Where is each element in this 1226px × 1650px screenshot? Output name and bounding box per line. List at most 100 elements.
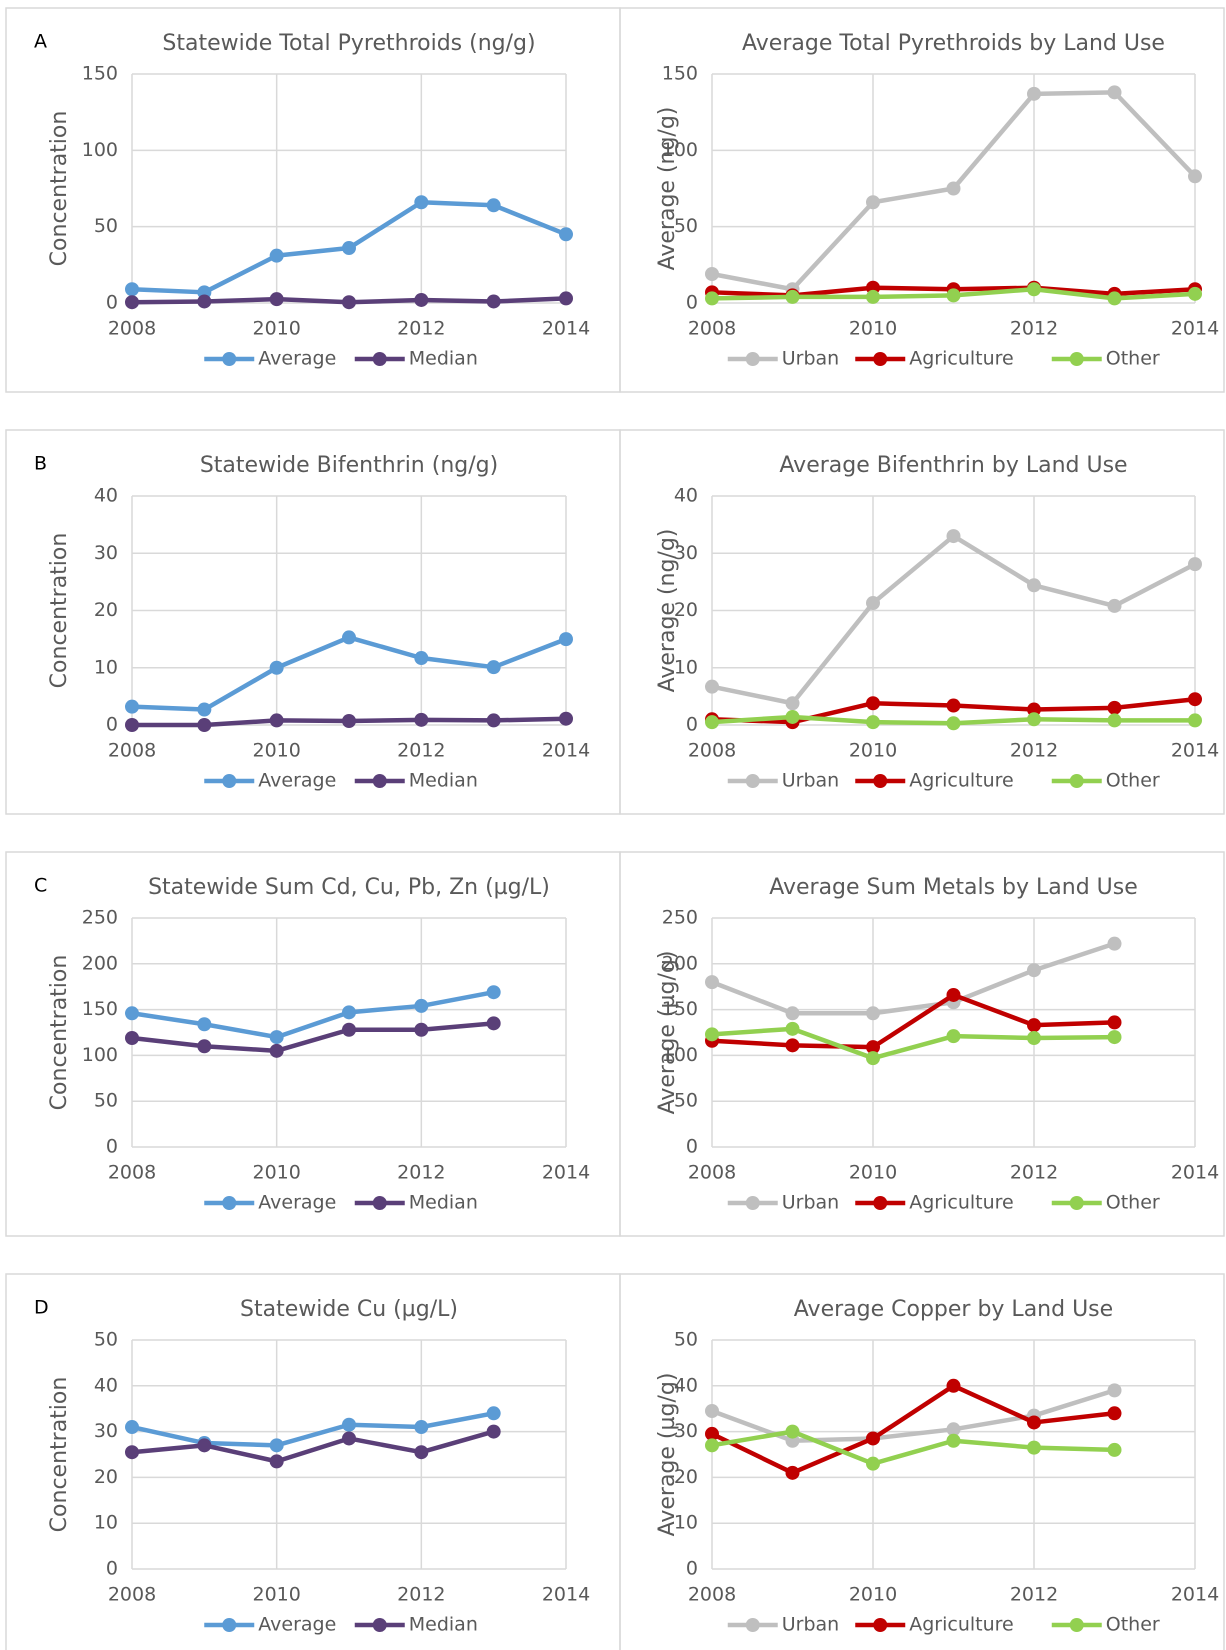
data-point: [414, 712, 429, 727]
data-point: [197, 718, 212, 732]
y-tick-label: 40: [94, 1374, 118, 1396]
data-point: [705, 1027, 719, 1042]
panel-label: C: [34, 875, 47, 897]
data-point: [1027, 963, 1041, 978]
legend-label: Agriculture: [909, 1192, 1014, 1214]
data-point: [486, 1016, 501, 1031]
legend-marker: [372, 1618, 387, 1632]
legend-marker: [745, 352, 760, 366]
data-point: [946, 1029, 961, 1044]
data-point: [866, 715, 880, 730]
series-line: [711, 1429, 1115, 1466]
x-tick-label: 2014: [542, 1162, 590, 1184]
data-point: [486, 660, 501, 675]
y-tick-label: 20: [94, 1466, 118, 1488]
y-axis-label: Average (µg/g): [655, 951, 680, 1115]
x-tick-label: 2014: [1171, 318, 1219, 340]
x-tick-label: 2008: [108, 740, 156, 762]
series-line: [711, 1383, 1115, 1476]
data-point: [785, 1006, 800, 1021]
y-tick-label: 100: [82, 1044, 118, 1066]
y-tick-label: 0: [106, 1136, 118, 1158]
data-point: [705, 1403, 719, 1418]
x-tick-label: 2010: [252, 740, 300, 762]
chart-title: Statewide Sum Cd, Cu, Pb, Zn (µg/L): [148, 875, 550, 900]
data-point: [705, 975, 719, 990]
data-point: [1188, 692, 1202, 707]
data-point: [785, 1038, 800, 1053]
x-tick-label: 2008: [108, 318, 156, 340]
legend-marker: [873, 1196, 888, 1210]
data-point: [197, 702, 212, 717]
legend-label: Average: [258, 348, 336, 370]
data-point: [1188, 169, 1202, 184]
legend-marker: [745, 1618, 760, 1632]
data-point: [1107, 1015, 1122, 1030]
legend-label: Other: [1106, 1192, 1160, 1214]
x-tick-label: 2014: [1171, 740, 1219, 762]
legend-marker: [745, 774, 760, 788]
legend-marker: [372, 774, 387, 788]
chart: Average Sum Metals by Land Use Average (µ…: [619, 851, 1225, 1237]
x-tick-label: 2010: [252, 1162, 300, 1184]
series-line: [131, 1429, 495, 1464]
x-tick-label: 2012: [1010, 740, 1058, 762]
y-tick-label: 50: [94, 215, 118, 237]
data-point: [1107, 1383, 1122, 1398]
y-tick-label: 0: [106, 292, 118, 314]
y-tick-label: 100: [82, 139, 118, 161]
y-tick-label: 50: [94, 1090, 118, 1112]
chart-title: Average Total Pyrethroids by Land Use: [742, 31, 1165, 56]
legend-marker: [372, 1196, 387, 1210]
legend-label: Urban: [782, 770, 839, 792]
data-point: [486, 985, 501, 1000]
data-point: [1107, 1406, 1122, 1421]
y-tick-label: 0: [686, 1558, 698, 1580]
y-tick-label: 250: [662, 907, 698, 929]
x-tick-label: 2012: [1010, 318, 1058, 340]
series-line: [131, 635, 567, 712]
data-point: [866, 289, 880, 304]
data-point: [414, 1420, 429, 1435]
data-point: [1027, 86, 1041, 101]
x-tick-label: 2012: [1010, 1584, 1058, 1606]
legend-marker: [1069, 774, 1084, 788]
x-tick-label: 2010: [849, 1162, 897, 1184]
data-point: [414, 998, 429, 1013]
y-tick-label: 200: [82, 952, 118, 974]
data-point: [269, 713, 284, 728]
legend-label: Urban: [782, 1192, 839, 1214]
legend-label: Median: [409, 348, 478, 370]
chart-title: Average Bifenthrin by Land Use: [779, 453, 1127, 478]
data-point: [946, 288, 961, 303]
data-point: [486, 713, 501, 728]
x-tick-label: 2012: [397, 740, 445, 762]
x-tick-label: 2008: [688, 1162, 736, 1184]
data-point: [197, 1039, 212, 1054]
data-point: [785, 289, 800, 304]
y-axis-label: Concentration: [47, 533, 72, 689]
y-axis-label: Concentration: [47, 955, 72, 1111]
data-point: [1027, 1415, 1041, 1430]
data-point: [866, 195, 880, 210]
x-tick-label: 2012: [397, 1584, 445, 1606]
data-point: [269, 248, 284, 263]
data-point: [705, 1438, 719, 1453]
x-tick-label: 2008: [108, 1584, 156, 1606]
data-point: [269, 1438, 284, 1453]
data-point: [269, 1043, 284, 1058]
y-tick-label: 150: [82, 63, 118, 85]
data-point: [342, 1022, 356, 1037]
data-point: [342, 630, 356, 645]
x-tick-label: 2008: [108, 1162, 156, 1184]
x-tick-label: 2014: [1171, 1584, 1219, 1606]
data-point: [946, 1422, 961, 1437]
data-point: [705, 1426, 719, 1441]
chart: Statewide Bifenthrin (ng/g) Concentration…: [5, 429, 621, 815]
data-point: [1027, 1030, 1041, 1045]
legend-label: Agriculture: [909, 770, 1014, 792]
data-point: [414, 651, 429, 666]
data-point: [342, 241, 356, 256]
data-point: [1027, 1440, 1041, 1455]
series-line: [131, 989, 495, 1040]
